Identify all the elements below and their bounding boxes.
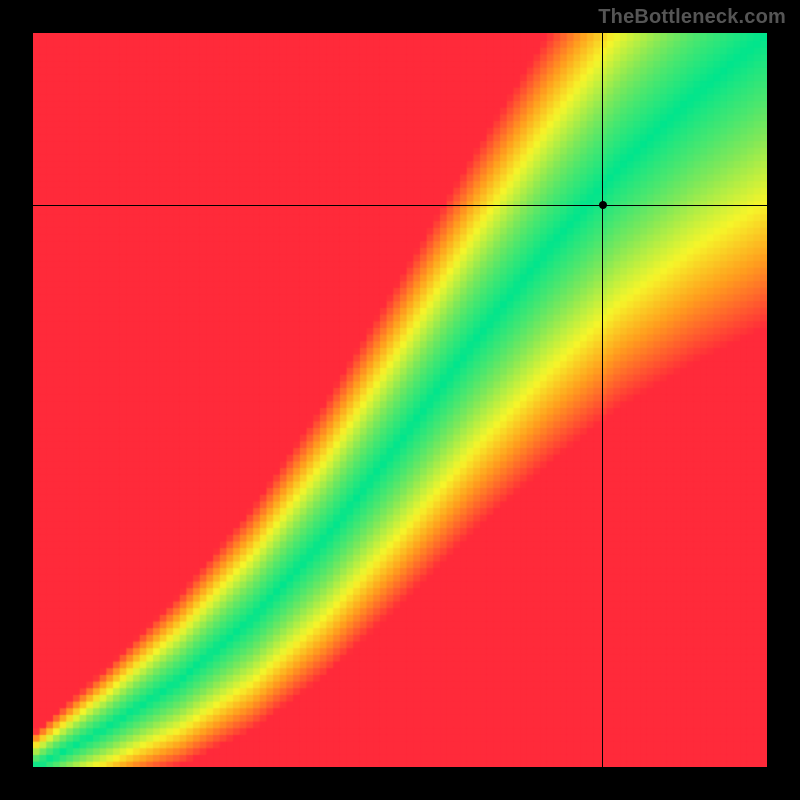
crosshair-horizontal (33, 205, 767, 206)
heatmap-canvas (33, 33, 767, 767)
watermark-text: TheBottleneck.com (598, 6, 786, 29)
chart-container: TheBottleneck.com (0, 0, 800, 800)
crosshair-vertical (602, 33, 603, 767)
